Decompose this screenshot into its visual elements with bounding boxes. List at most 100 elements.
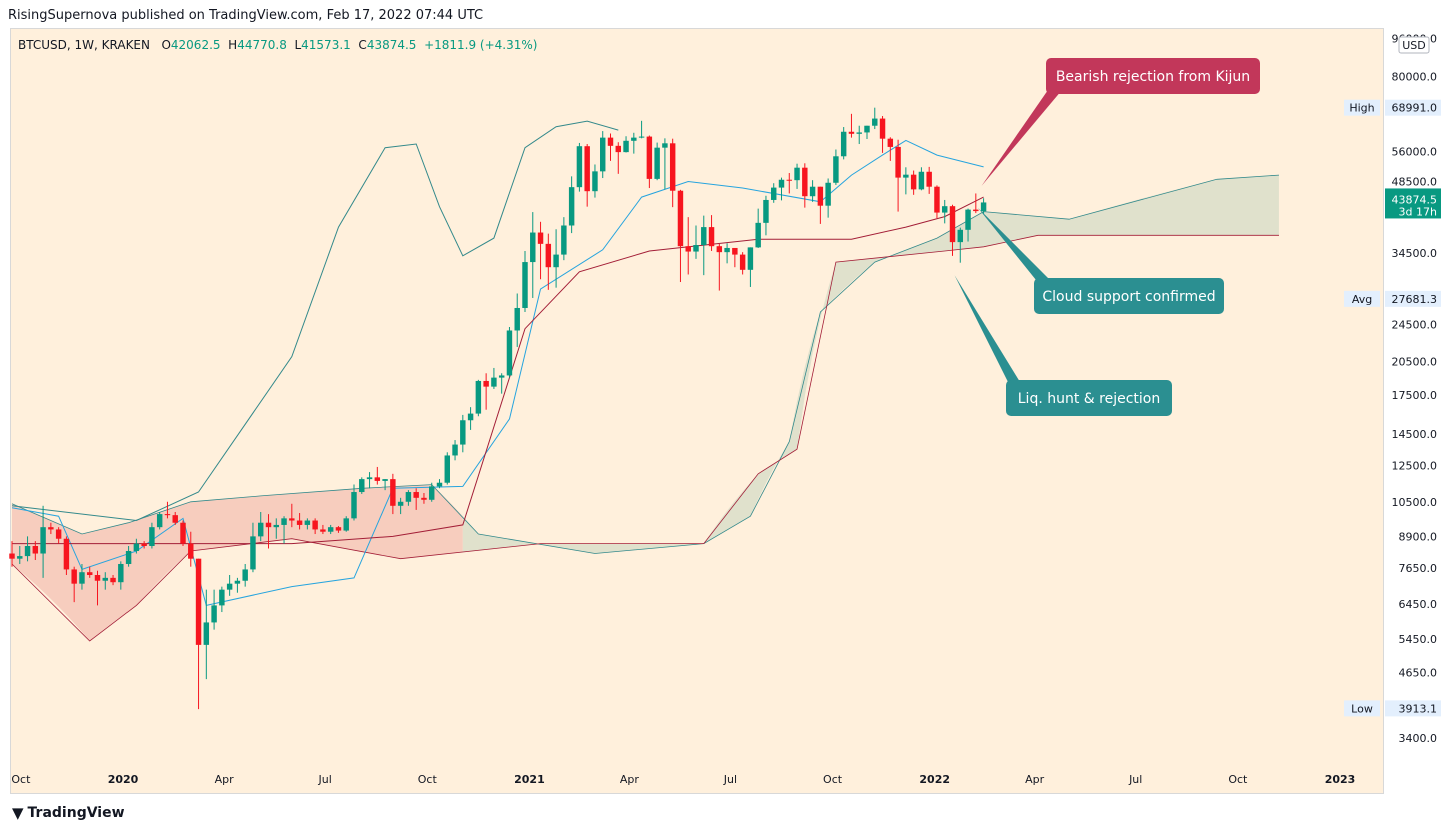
candle	[553, 229, 559, 288]
candle-body	[771, 187, 777, 200]
candle-body	[701, 227, 707, 246]
price-axis-ticks: 96000.080000.056000.048500.034500.024500…	[1344, 33, 1441, 745]
candle	[887, 137, 894, 161]
close-value: 43874.5	[366, 38, 417, 52]
candle-body	[94, 575, 101, 581]
candle	[55, 527, 62, 544]
candle-body	[491, 377, 497, 387]
candle	[576, 142, 583, 192]
candle	[24, 536, 31, 562]
candle	[747, 247, 754, 287]
candle-body	[669, 143, 676, 191]
candle	[320, 524, 326, 535]
avg-badge: Avg 27681.3	[1344, 290, 1441, 307]
candle	[701, 215, 707, 276]
candle	[141, 541, 147, 549]
candle-body	[203, 622, 210, 645]
last-price-value: 43874.5	[1392, 193, 1438, 206]
low-badge-label-box	[1344, 700, 1380, 717]
candle-body	[864, 125, 870, 133]
candle-body	[755, 222, 761, 248]
candle-body	[320, 529, 326, 532]
candle	[444, 452, 450, 485]
tenkan-line	[11, 139, 984, 606]
low-value: 41573.1	[301, 38, 351, 52]
candle	[491, 367, 497, 389]
candle	[794, 163, 800, 189]
low-label: L	[294, 38, 302, 52]
candle-body	[607, 137, 614, 146]
candle	[677, 189, 684, 283]
candle	[786, 173, 792, 194]
candle-body	[475, 380, 482, 414]
footer-brand[interactable]: ▼ TradingView	[12, 804, 125, 822]
candle-body	[48, 527, 54, 530]
high-badge-value-box	[1385, 99, 1441, 116]
candle	[397, 497, 404, 515]
candle	[17, 546, 23, 564]
candle-body	[553, 254, 559, 268]
candle-body	[265, 522, 272, 528]
candle-body	[942, 206, 948, 213]
candle-body	[631, 137, 637, 141]
liq-callout-pointer	[954, 275, 1020, 382]
candle	[662, 138, 668, 190]
cloud-callout: Cloud support confirmed	[977, 207, 1224, 314]
candle-body	[662, 143, 668, 148]
candle	[9, 541, 15, 567]
candle-body	[281, 518, 287, 525]
candle	[592, 164, 598, 198]
candle	[234, 577, 241, 593]
candle	[133, 538, 140, 554]
candle	[382, 479, 388, 491]
candle	[623, 136, 629, 153]
candle-body	[561, 225, 567, 255]
cloud-callout-box	[1034, 278, 1224, 314]
candle-body	[949, 206, 956, 243]
candle-body	[429, 486, 435, 500]
candle	[708, 215, 715, 251]
price-tick-label: 10500.0	[1392, 496, 1438, 509]
candle-body	[226, 583, 233, 590]
candle	[156, 511, 163, 530]
candle	[219, 586, 225, 613]
candle	[934, 185, 940, 219]
candle-body	[537, 232, 544, 244]
time-tick-label: 2022	[919, 773, 950, 786]
time-tick-label: 2023	[1325, 773, 1356, 786]
brand-name: TradingView	[27, 805, 125, 821]
candle-body	[304, 520, 311, 525]
candle	[281, 516, 287, 544]
price-tick-label: 6450.0	[1399, 598, 1438, 611]
candle-body	[926, 171, 932, 187]
kijun-callout-text: Bearish rejection from Kijun	[1056, 69, 1250, 85]
price-tick-label: 56000.0	[1392, 145, 1438, 158]
candle-body	[436, 482, 443, 487]
price-tick-label: 7650.0	[1399, 562, 1438, 575]
time-tick-label: Oct	[418, 773, 438, 786]
candle-body	[910, 174, 917, 190]
candle-body	[545, 243, 552, 268]
candle-body	[405, 492, 412, 502]
candle-body	[685, 246, 691, 252]
low-badge-label: Low	[1351, 702, 1373, 715]
candle-body	[833, 156, 839, 183]
time-tick-label: Apr	[620, 773, 640, 786]
candle	[957, 227, 963, 263]
candle	[638, 120, 645, 139]
candle-body	[576, 146, 583, 188]
candle-body	[506, 330, 513, 376]
candle	[312, 518, 318, 535]
price-axis[interactable]	[1384, 28, 1446, 766]
candle	[840, 127, 847, 160]
price-tick-label: 20500.0	[1392, 356, 1438, 369]
candle-body	[343, 518, 349, 531]
candle	[226, 575, 233, 596]
candle	[335, 526, 342, 533]
candle	[405, 490, 412, 506]
time-tick-label: Oct	[1228, 773, 1248, 786]
candle-body	[211, 605, 217, 623]
candle	[864, 125, 870, 140]
candle	[584, 144, 590, 207]
